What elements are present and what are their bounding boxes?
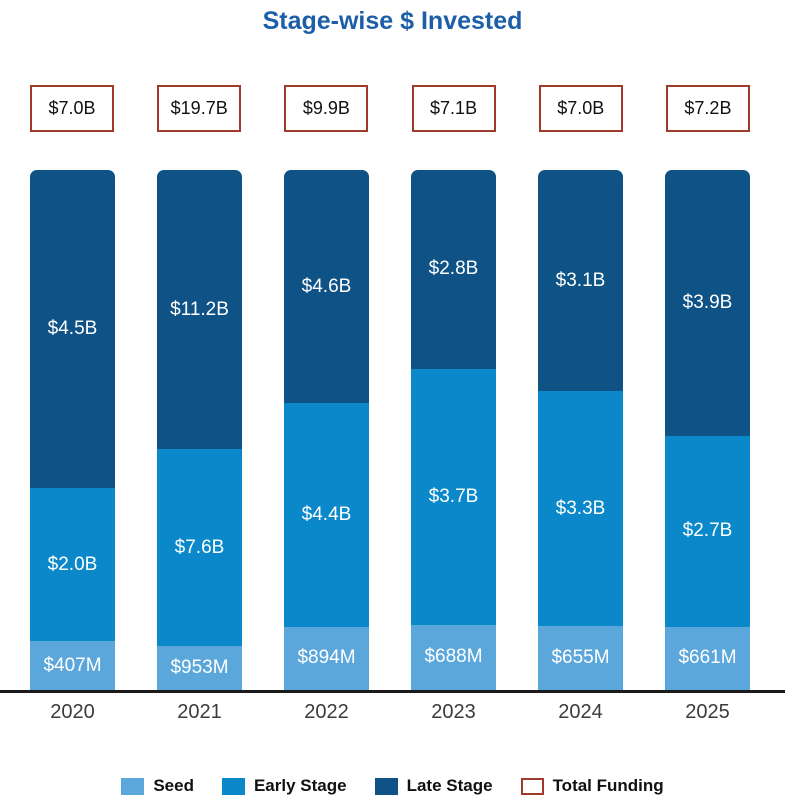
- legend-item-seed: Seed: [121, 776, 194, 796]
- segment-late-stage-2021: $11.2B: [157, 170, 242, 450]
- segment-early-stage-2024: $3.3B: [538, 391, 623, 626]
- x-axis-label-2025: 2025: [685, 701, 730, 723]
- bar-2025: $3.9B $2.7B $661M: [665, 170, 750, 690]
- bar-2021: $11.2B $7.6B $953M: [157, 170, 242, 690]
- chart-title: Stage-wise $ Invested: [262, 7, 523, 35]
- legend-item-early-stage: Early Stage: [221, 776, 347, 796]
- legend-label-late-stage: Late Stage: [406, 776, 493, 795]
- bar-2020: $4.5B $2.0B $407M: [30, 170, 115, 690]
- legend-swatch-early-stage-icon: [221, 777, 245, 795]
- total-funding-box-2021: $19.7B: [157, 85, 242, 132]
- total-funding-box-2020: $7.0B: [30, 85, 114, 132]
- x-axis-label-2022: 2022: [304, 701, 349, 723]
- total-funding-box-2022: $9.9B: [284, 85, 369, 132]
- bar-2023: $2.8B $3.7B $688M: [411, 170, 496, 690]
- x-axis-label-2021: 2021: [177, 701, 222, 723]
- segment-seed-2020: $407M: [30, 641, 115, 690]
- legend-item-total-funding: Total Funding: [520, 776, 664, 796]
- segment-late-stage-2025: $3.9B: [665, 170, 750, 436]
- segment-seed-2021: $953M: [157, 646, 242, 690]
- total-funding-box-2025: $7.2B: [665, 85, 750, 132]
- bar-2022: $4.6B $4.4B $894M: [284, 170, 369, 690]
- segment-early-stage-2023: $3.7B: [411, 368, 496, 625]
- legend-label-seed: Seed: [153, 776, 194, 795]
- segment-late-stage-2020: $4.5B: [30, 170, 115, 488]
- x-axis-label-2024: 2024: [558, 701, 603, 723]
- x-axis-line: [0, 690, 785, 693]
- x-axis-label-2023: 2023: [431, 701, 476, 723]
- x-axis-labels-row: 2020 2021 2022 2023 2024 2025: [30, 701, 750, 725]
- legend-label-early-stage: Early Stage: [253, 776, 347, 795]
- segment-seed-2022: $894M: [284, 626, 369, 690]
- segment-early-stage-2020: $2.0B: [30, 487, 115, 642]
- segment-early-stage-2022: $4.4B: [284, 403, 369, 627]
- total-funding-box-2023: $7.1B: [411, 85, 496, 132]
- legend-swatch-seed-icon: [121, 777, 145, 795]
- total-funding-row: $7.0B $19.7B $9.9B $7.1B $7.0B $7.2B: [30, 85, 750, 132]
- legend-label-total-funding: Total Funding: [552, 776, 664, 795]
- segment-early-stage-2021: $7.6B: [157, 449, 242, 647]
- segment-early-stage-2025: $2.7B: [665, 435, 750, 627]
- segment-seed-2023: $688M: [411, 624, 496, 690]
- legend-swatch-total-funding-icon: [520, 777, 544, 795]
- segment-late-stage-2023: $2.8B: [411, 170, 496, 369]
- legend-item-late-stage: Late Stage: [374, 776, 493, 796]
- segment-late-stage-2022: $4.6B: [284, 170, 369, 404]
- total-funding-box-2024: $7.0B: [538, 85, 623, 132]
- legend: Seed Early Stage Late Stage Total Funding: [0, 776, 785, 796]
- bar-2024: $3.1B $3.3B $655M: [538, 170, 623, 690]
- segment-seed-2025: $661M: [665, 626, 750, 690]
- segment-late-stage-2024: $3.1B: [538, 170, 623, 392]
- x-axis-label-2020: 2020: [50, 701, 95, 723]
- stacked-bars-area: $4.5B $2.0B $407M $11.2B $7.6B $953M $4.6B $4.4…: [30, 170, 750, 690]
- legend-swatch-late-stage-icon: [374, 777, 398, 795]
- segment-seed-2024: $655M: [538, 625, 623, 690]
